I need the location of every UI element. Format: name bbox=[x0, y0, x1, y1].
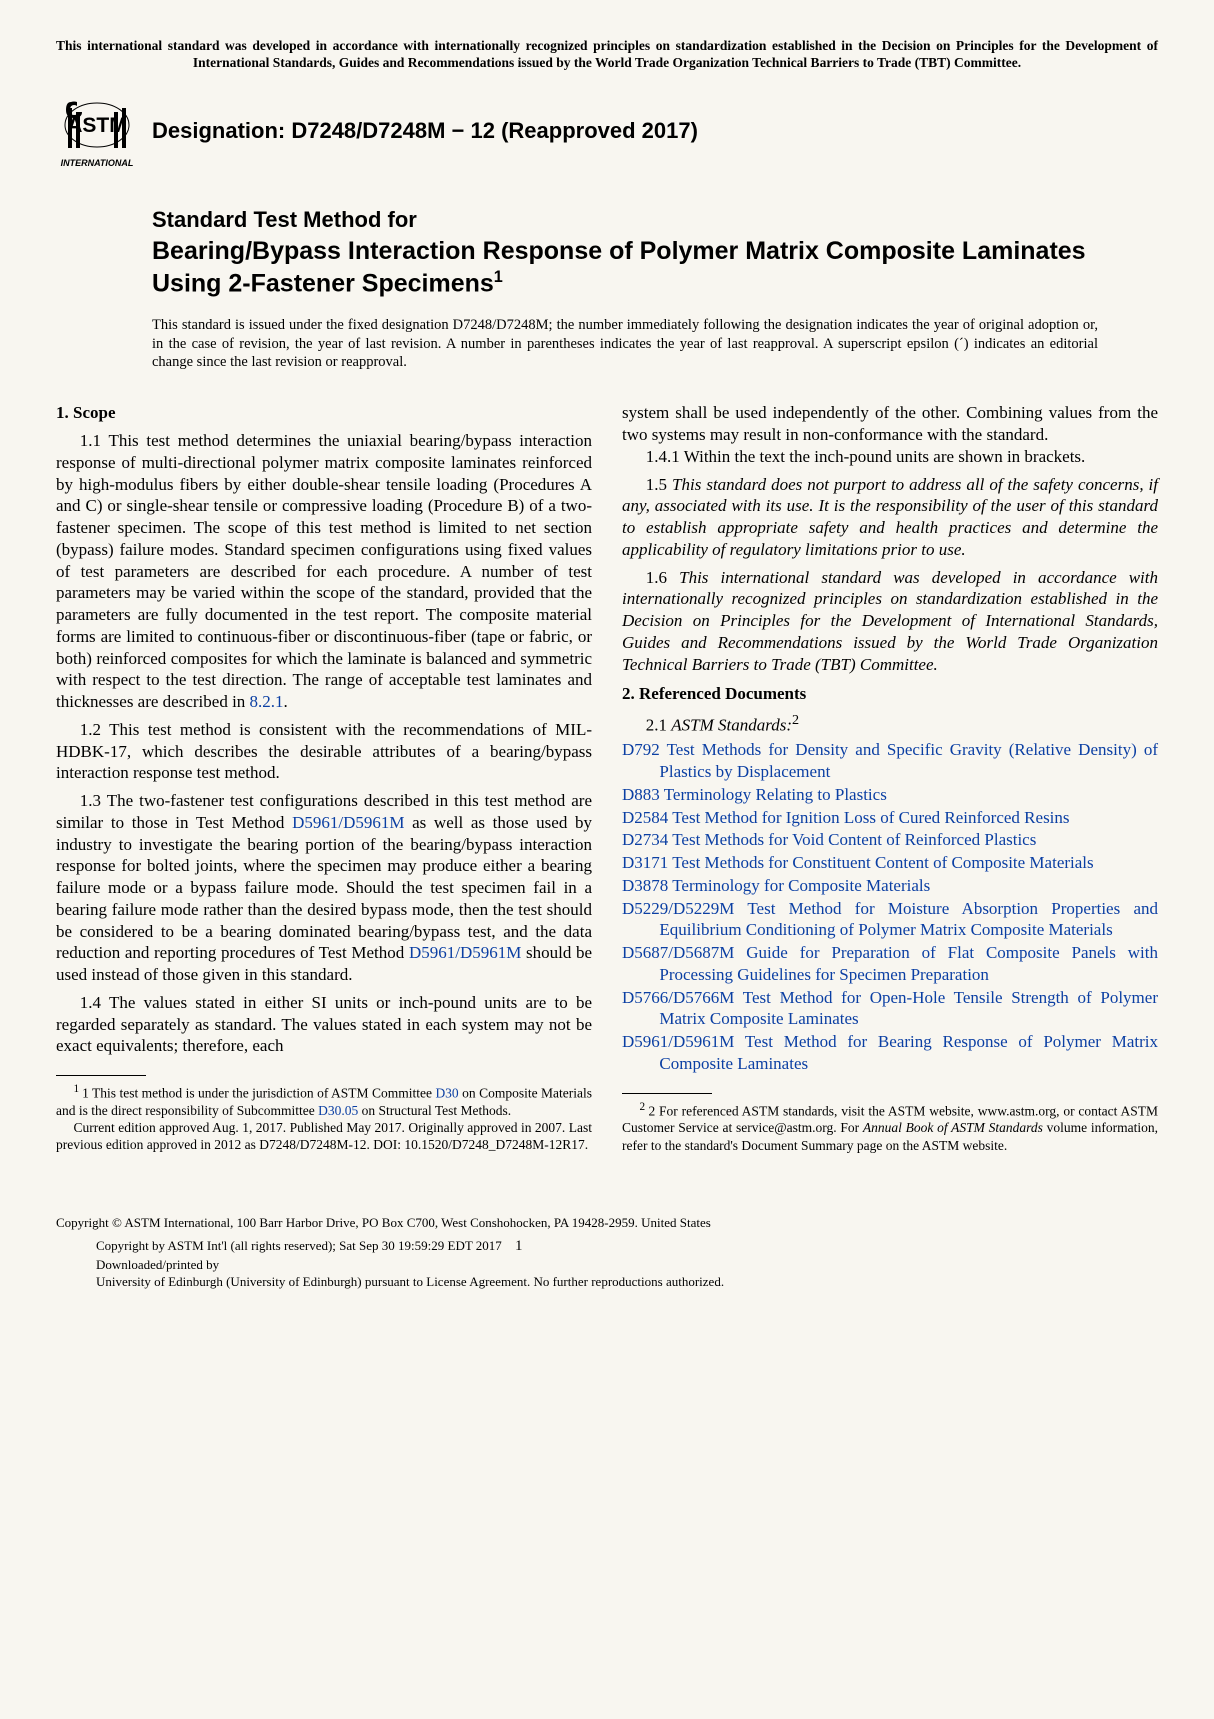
astm-logo: ASTM INTERNATIONAL bbox=[56, 90, 138, 172]
link-d30-05[interactable]: D30.05 bbox=[318, 1103, 358, 1118]
footnote-1-num: 1 bbox=[74, 1083, 83, 1095]
footnote-1: 1 1 This test method is under the jurisd… bbox=[56, 1082, 592, 1119]
right-column: system shall be used independently of th… bbox=[622, 402, 1158, 1154]
para-1-4-cont: system shall be used independently of th… bbox=[622, 402, 1158, 446]
reference-item: D3878 Terminology for Composite Material… bbox=[622, 875, 1158, 897]
para-1-1-text: 1.1 This test method determines the unia… bbox=[56, 431, 592, 711]
reference-code-link[interactable]: D2584 bbox=[622, 808, 668, 827]
para-1-4-1: 1.4.1 Within the text the inch-pound uni… bbox=[622, 446, 1158, 468]
para-1-1-end: . bbox=[284, 692, 288, 711]
fn1-c: on Structural Test Methods. bbox=[358, 1103, 511, 1118]
link-8-2-1[interactable]: 8.2.1 bbox=[250, 692, 284, 711]
sub-2-1-label: ASTM Standards: bbox=[671, 716, 792, 735]
footer-l1-text: Copyright by ASTM Int'l (all rights rese… bbox=[96, 1238, 502, 1253]
designation: Designation: D7248/D7248M − 12 (Reapprov… bbox=[152, 117, 698, 145]
title-block: Standard Test Method for Bearing/Bypass … bbox=[152, 206, 1158, 300]
reference-code-link[interactable]: D2734 bbox=[622, 830, 668, 849]
para-1-5-text: This standard does not purport to addres… bbox=[622, 475, 1158, 559]
reference-title[interactable]: Test Method for Bearing Response of Poly… bbox=[659, 1032, 1158, 1073]
reference-item: D5766/D5766M Test Method for Open-Hole T… bbox=[622, 987, 1158, 1031]
reference-title[interactable]: Terminology for Composite Materials bbox=[668, 876, 930, 895]
referenced-docs-heading: 2. Referenced Documents bbox=[622, 683, 1158, 705]
issuance-note: This standard is issued under the fixed … bbox=[152, 316, 1098, 373]
para-1-6: 1.6 This international standard was deve… bbox=[622, 567, 1158, 676]
footer: Copyright © ASTM International, 100 Barr… bbox=[56, 1214, 1158, 1291]
sub-2-1: 2.1 ASTM Standards:2 bbox=[622, 711, 1158, 736]
title-main: Bearing/Bypass Interaction Response of P… bbox=[152, 236, 1158, 300]
reference-title[interactable]: Test Methods for Void Content of Reinfor… bbox=[668, 830, 1036, 849]
sub-2-1-sup: 2 bbox=[792, 712, 799, 728]
page-number: 1 bbox=[515, 1236, 523, 1256]
reference-title[interactable]: Test Methods for Constituent Content of … bbox=[668, 853, 1093, 872]
para-1-1: 1.1 This test method determines the unia… bbox=[56, 430, 592, 713]
header-row: ASTM INTERNATIONAL Designation: D7248/D7… bbox=[56, 90, 1158, 172]
reference-title[interactable]: Guide for Preparation of Flat Composite … bbox=[659, 943, 1158, 984]
reference-item: D5961/D5961M Test Method for Bearing Res… bbox=[622, 1031, 1158, 1075]
para-1-4: 1.4 The values stated in either SI units… bbox=[56, 992, 592, 1057]
footnote-rule-left bbox=[56, 1075, 146, 1076]
reference-code-link[interactable]: D5961/D5961M bbox=[622, 1032, 734, 1051]
link-d5961-2[interactable]: D5961/D5961M bbox=[409, 943, 521, 962]
para-1-2: 1.2 This test method is consistent with … bbox=[56, 719, 592, 784]
reference-code-link[interactable]: D5229/D5229M bbox=[622, 899, 734, 918]
reference-item: D5687/D5687M Guide for Preparation of Fl… bbox=[622, 942, 1158, 986]
reference-code-link[interactable]: D5687/D5687M bbox=[622, 943, 734, 962]
title-prefix: Standard Test Method for bbox=[152, 206, 1158, 234]
link-d5961-1[interactable]: D5961/D5961M bbox=[292, 813, 404, 832]
references-list: D792 Test Methods for Density and Specif… bbox=[622, 739, 1158, 1074]
fn1-a: 1 This test method is under the jurisdic… bbox=[82, 1086, 435, 1101]
reference-title[interactable]: Test Methods for Density and Specific Gr… bbox=[659, 740, 1158, 781]
reference-item: D5229/D5229M Test Method for Moisture Ab… bbox=[622, 898, 1158, 942]
reference-item: D2734 Test Methods for Void Content of R… bbox=[622, 829, 1158, 851]
top-notice: This international standard was develope… bbox=[56, 38, 1158, 72]
reference-item: D3171 Test Methods for Constituent Conte… bbox=[622, 852, 1158, 874]
footnote-2: 2 2 For referenced ASTM standards, visit… bbox=[622, 1100, 1158, 1154]
reference-code-link[interactable]: D3878 bbox=[622, 876, 668, 895]
scope-heading: 1. Scope bbox=[56, 402, 592, 424]
reference-title[interactable]: Terminology Relating to Plastics bbox=[660, 785, 887, 804]
reference-item: D883 Terminology Relating to Plastics bbox=[622, 784, 1158, 806]
footnote-1b: Current edition approved Aug. 1, 2017. P… bbox=[56, 1119, 592, 1154]
para-1-3-b: as well as those used by industry to inv… bbox=[56, 813, 592, 963]
reference-title[interactable]: Test Method for Moisture Absorption Prop… bbox=[659, 899, 1158, 940]
reference-item: D2584 Test Method for Ignition Loss of C… bbox=[622, 807, 1158, 829]
reference-item: D792 Test Methods for Density and Specif… bbox=[622, 739, 1158, 783]
reference-code-link[interactable]: D792 bbox=[622, 740, 660, 759]
para-1-3: 1.3 The two-fastener test configurations… bbox=[56, 790, 592, 986]
reference-title[interactable]: Test Method for Ignition Loss of Cured R… bbox=[668, 808, 1069, 827]
footnote-rule-right bbox=[622, 1093, 712, 1094]
title-superscript: 1 bbox=[494, 268, 503, 286]
sub-2-1-num: 2.1 bbox=[646, 716, 672, 735]
fn2-b: Annual Book of ASTM Standards bbox=[863, 1120, 1043, 1135]
reference-code-link[interactable]: D883 bbox=[622, 785, 660, 804]
para-1-6-text: This international standard was develope… bbox=[622, 568, 1158, 674]
left-column: 1. Scope 1.1 This test method determines… bbox=[56, 402, 592, 1154]
copyright-line: Copyright © ASTM International, 100 Barr… bbox=[56, 1214, 1158, 1232]
link-d30[interactable]: D30 bbox=[435, 1086, 458, 1101]
para-1-5: 1.5 This standard does not purport to ad… bbox=[622, 474, 1158, 561]
reference-code-link[interactable]: D3171 bbox=[622, 853, 668, 872]
body-columns: 1. Scope 1.1 This test method determines… bbox=[56, 402, 1158, 1154]
footer-line-3: University of Edinburgh (University of E… bbox=[96, 1273, 1158, 1291]
reference-title[interactable]: Test Method for Open-Hole Tensile Streng… bbox=[659, 988, 1158, 1029]
footer-line-2: Downloaded/printed by bbox=[96, 1256, 1158, 1274]
svg-text:INTERNATIONAL: INTERNATIONAL bbox=[61, 158, 134, 168]
reference-code-link[interactable]: D5766/D5766M bbox=[622, 988, 734, 1007]
footer-line-1: Copyright by ASTM Int'l (all rights rese… bbox=[96, 1236, 1158, 1256]
title-main-text: Bearing/Bypass Interaction Response of P… bbox=[152, 237, 1086, 298]
